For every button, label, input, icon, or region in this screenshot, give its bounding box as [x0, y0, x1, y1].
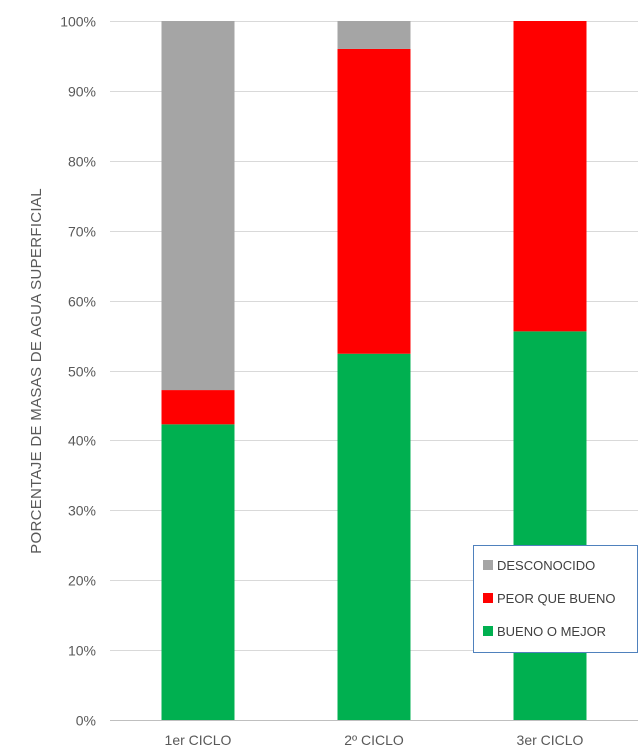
y-tick-label: 70%	[68, 224, 96, 240]
y-tick-label: 90%	[68, 84, 96, 100]
legend-swatch	[483, 560, 493, 570]
bars	[161, 21, 587, 720]
y-tick-label: 0%	[76, 713, 96, 729]
y-tick-label: 10%	[68, 643, 96, 659]
bar-segment	[513, 331, 587, 720]
legend-label: DESCONOCIDO	[497, 558, 595, 573]
y-tick-label: 80%	[68, 154, 96, 170]
legend-label: PEOR QUE BUENO	[497, 591, 615, 606]
legend-label: BUENO O MEJOR	[497, 624, 606, 639]
x-tick-label: 2º CICLO	[344, 732, 404, 748]
legend: DESCONOCIDO PEOR QUE BUENO BUENO O MEJOR	[473, 545, 638, 653]
y-tick-label: 60%	[68, 294, 96, 310]
bar-segment	[337, 48, 411, 354]
y-tick-label: 20%	[68, 573, 96, 589]
legend-swatch	[483, 626, 493, 636]
bar-segment	[161, 390, 235, 425]
y-tick-label: 40%	[68, 433, 96, 449]
y-tick-label: 50%	[68, 364, 96, 380]
x-tick-label: 1er CICLO	[165, 732, 232, 748]
bar-segment	[513, 21, 587, 332]
legend-swatch	[483, 593, 493, 603]
bar-segment	[161, 21, 235, 391]
y-tick-label: 30%	[68, 503, 96, 519]
y-tick-label: 100%	[60, 14, 96, 30]
bar-segment	[161, 424, 235, 720]
y-axis-label: PORCENTAJE DE MASAS DE AGUA SUPERFICIAL	[28, 188, 45, 554]
bar-segment	[337, 21, 411, 49]
x-axis-ticks: 1er CICLO 2º CICLO 3er CICLO	[165, 732, 584, 748]
y-axis-ticks: 0% 10% 20% 30% 40% 50% 60% 70% 80% 90% 100%	[60, 14, 96, 729]
bar-segment	[337, 353, 411, 720]
legend-box	[473, 545, 638, 653]
x-tick-label: 3er CICLO	[517, 732, 584, 748]
